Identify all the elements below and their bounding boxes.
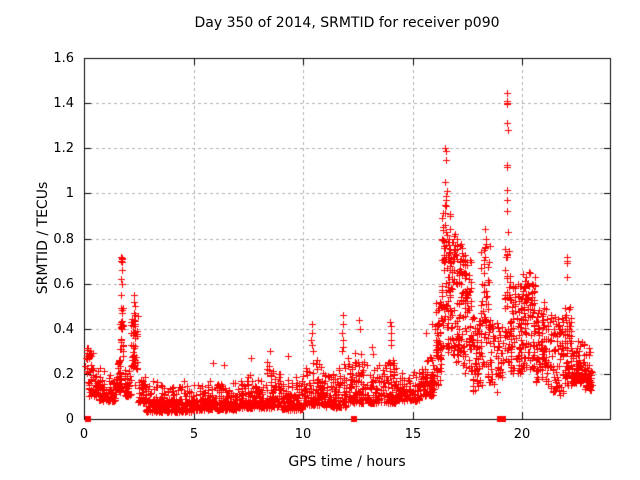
y-tick-label: 1 <box>65 186 74 201</box>
x-tick-label: 5 <box>189 427 199 442</box>
y-tick-label: 1.2 <box>53 141 74 156</box>
y-tick-label: 0.8 <box>53 232 74 247</box>
x-tick-label: 15 <box>404 427 422 442</box>
x-tick-label: 10 <box>294 427 312 442</box>
y-tick-label: 1.4 <box>53 96 74 111</box>
y-tick-label: 0.6 <box>53 277 74 292</box>
y-tick-label: 0 <box>65 412 74 427</box>
y-tick-label: 1.6 <box>53 51 74 66</box>
x-tick-label: 0 <box>79 427 89 442</box>
y-tick-label: 0.2 <box>53 367 74 382</box>
y-tick-label: 0.4 <box>53 322 74 337</box>
x-tick-label: 20 <box>513 427 531 442</box>
x-axis-label: GPS time / hours <box>288 454 406 470</box>
chart-title: Day 350 of 2014, SRMTID for receiver p09… <box>194 15 500 31</box>
